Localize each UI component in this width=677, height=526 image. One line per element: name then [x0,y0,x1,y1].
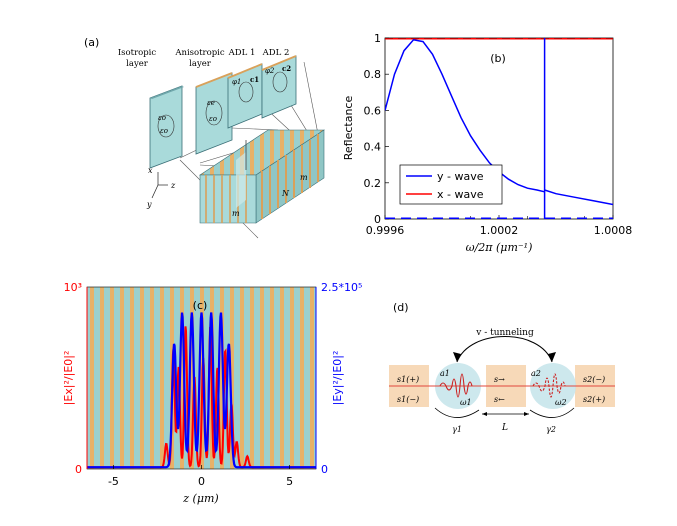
panel-b-label: (b) [490,52,506,65]
s1-minus-label: s1(−) [397,395,419,404]
layer-label-isotropic-2: layer [126,59,149,69]
gamma1-label: γ1 [452,425,462,434]
L-label: L [501,423,508,433]
left-top-tick: 10³ [64,281,82,294]
s-right-label: s→ [494,375,505,384]
decay-arrow-2 [529,407,575,418]
right-top-tick: 2.5*10⁵ [321,281,362,294]
eps-e-label: εe [207,99,215,107]
plot-b-xlabel: ω/2π (μm⁻¹) [466,241,533,254]
panel-d-label: (d) [393,301,409,314]
y-wave-tail [544,189,613,206]
tunneling-arc [456,336,553,363]
right-zero-tick: 0 [321,463,328,476]
axis-y-label: y [146,200,152,209]
plot-c-xlabel: z (μm) [182,492,218,505]
multilayer-block [199,129,325,224]
s2-minus-label: s2(−) [583,375,605,384]
layer-label-anisotropic-1: Anisotropic [174,48,225,58]
tunneling-label: v - tunneling [475,328,534,338]
left-zero-tick: 0 [75,463,82,476]
decay-arrow-1 [434,407,480,418]
ticks-b: 0 0.2 0.4 0.6 0.8 1 0.9996 1.0002 1.0008 [364,32,633,237]
panel-c-label: (c) [193,299,208,312]
m-label-right: m [300,173,308,182]
xtick-label-b: 1.0002 [480,224,519,237]
axis-x-label: x [148,166,153,175]
adl2-layer: φ2 c2 [261,55,297,119]
legend-y-wave-label: y - wave [437,170,484,183]
legend-x-wave-label: x - wave [437,188,484,201]
a1-label: a1 [440,369,450,378]
layer-label-isotropic-1: Isotropic [118,48,157,58]
legend-b: y - wave x - wave [399,164,503,205]
xtick-label-b: 0.9996 [366,224,405,237]
ytick-label-b: 0.4 [364,141,382,154]
ytick-label-b: 1 [374,32,381,45]
y-wave-line [385,38,545,193]
panel-b: 0 0.2 0.4 0.6 0.8 1 0.9996 1.0002 1.0008 (b) Ref… [342,32,632,254]
xtick-label-c: 5 [286,475,293,488]
layer-label-adl1: ADL 1 [228,48,256,58]
L-arrow-right [524,412,529,416]
N-label: N [281,189,290,198]
series-b [385,38,613,219]
eps-o-label: εo [158,114,166,122]
s1-plus-label: s1(+) [397,375,419,384]
tunneling-arrow-right [548,352,556,362]
c2-label: c2 [282,64,291,73]
xtick-label-b: 1.0008 [594,224,633,237]
w2-label: ω2 [555,398,567,407]
w1-label: ω1 [460,398,472,407]
a2-label: a2 [531,369,541,378]
L-arrow-left [482,412,487,416]
ytick-label-b: 0.2 [364,177,382,190]
axis-z-label: z [170,181,176,190]
eps-o-label-2: εo [160,127,168,135]
panel-a-label: (a) [84,36,99,49]
m-label-bottom: m [232,209,240,218]
ticks-c: -5 0 5 [108,465,293,488]
ytick-label-b: 0.6 [364,104,382,117]
anisotropic-layer: εe εo [195,72,233,155]
mode-wave-2 [532,373,566,398]
plot-c-ylabel-left: |Ex|²/|E0|² [62,351,75,406]
series-c [87,312,316,469]
plot-b-ylabel: Reflectance [342,96,355,161]
panel-d: (d) v - tunneling s1(+) s1(−) s→ s← s2(−… [389,301,615,434]
ytick-label-b: 0 [374,213,381,226]
panel-a: (a) Isotropic layer Anisotropic layer AD… [84,36,325,239]
s2-plus-label: s2(+) [583,395,605,404]
plot-c-ylabel-right: |Ey|²/|E0|² [331,351,344,406]
eps-o-label-3: εo [209,115,217,123]
layer-label-anisotropic-2: layer [189,59,212,69]
ytick-label-b: 0.8 [364,68,382,81]
tunneling-arrow-left [453,352,461,362]
s-left-label: s← [494,395,505,404]
c1-label: c1 [250,75,259,84]
phi1-label: φ1 [232,78,241,86]
mode-wave-1 [439,373,473,398]
gamma2-label: γ2 [546,425,556,434]
xtick-label-c: 0 [198,475,205,488]
axes-triad [151,172,168,199]
isotropic-layer: εo εo [149,85,184,169]
panel-c: -5 0 5 (c) 10³ 0 2.5*10⁵ 0 |Ex|²/|E0|² |Ey… [62,281,362,505]
xtick-label-c: -5 [108,475,119,488]
phi2-label: φ2 [265,67,275,75]
ey-field-line [87,312,316,469]
adl1-layer: φ1 c1 [227,63,263,129]
layer-label-adl2: ADL 2 [262,48,290,58]
